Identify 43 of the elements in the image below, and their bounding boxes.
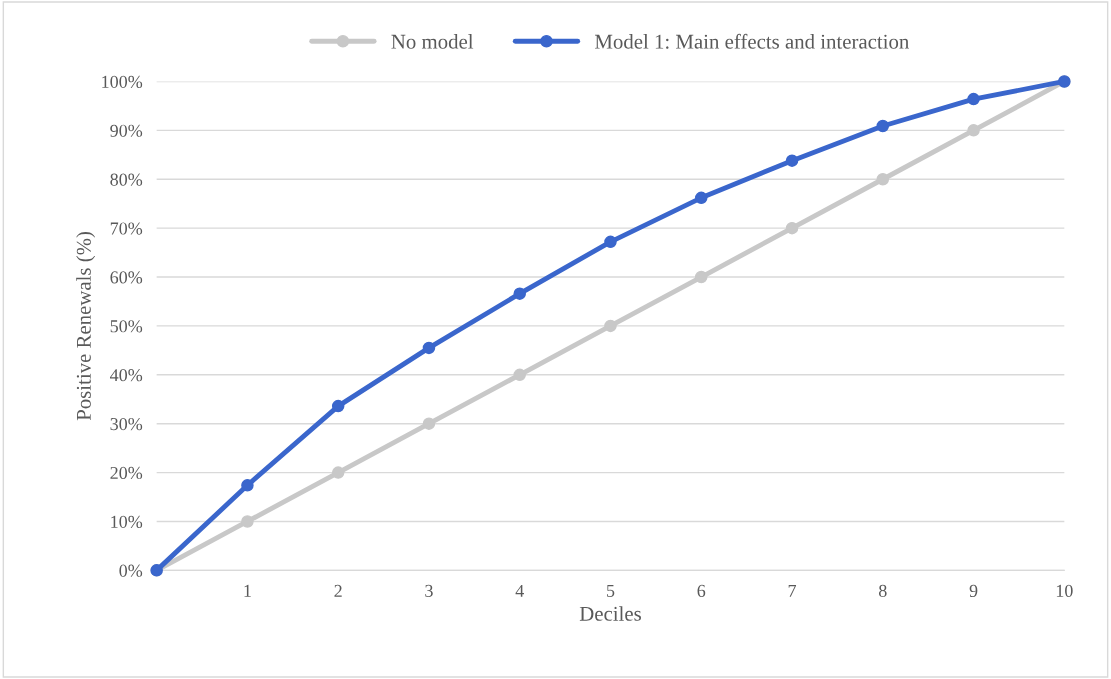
point bbox=[241, 479, 254, 492]
point bbox=[604, 319, 617, 333]
point bbox=[695, 191, 708, 205]
point bbox=[513, 368, 526, 382]
y-tick-label: 90% bbox=[110, 124, 143, 137]
x-tick-label: 8 bbox=[878, 584, 887, 597]
y-tick-label: 40% bbox=[110, 369, 143, 382]
legend-label: Model 1: Main effects and interaction bbox=[595, 33, 910, 49]
x-tick-label: 3 bbox=[425, 584, 433, 597]
x-tick-label: 5 bbox=[607, 584, 615, 597]
x-tick-label: 1 bbox=[244, 584, 251, 597]
point bbox=[241, 515, 254, 528]
x-tick-label: 4 bbox=[515, 584, 524, 597]
y-axis-title: Positive Renewals (%) bbox=[76, 231, 96, 421]
point bbox=[331, 399, 345, 413]
legend-label: No model bbox=[391, 34, 474, 49]
point bbox=[604, 235, 617, 249]
y-tick-label: 0% bbox=[119, 564, 143, 577]
point bbox=[695, 270, 708, 284]
x-tick-label: 2 bbox=[334, 584, 342, 597]
y-tick-label: 20% bbox=[110, 466, 143, 480]
point bbox=[513, 287, 526, 300]
point bbox=[422, 341, 436, 355]
point bbox=[876, 173, 890, 186]
point bbox=[967, 124, 980, 137]
point bbox=[876, 119, 890, 133]
point bbox=[785, 221, 799, 235]
x-axis-title: Deciles bbox=[579, 606, 641, 621]
y-tick-label: 70% bbox=[110, 222, 143, 235]
y-tick-label: 80% bbox=[110, 173, 143, 186]
x-tick-label: 7 bbox=[788, 584, 797, 597]
point bbox=[785, 154, 799, 167]
point bbox=[422, 417, 436, 430]
x-tick-label: 9 bbox=[969, 584, 978, 597]
x-tick-label: 10 bbox=[1056, 584, 1073, 597]
x-tick-label: 6 bbox=[697, 584, 706, 597]
y-tick-label: 60% bbox=[110, 271, 143, 284]
y-tick-label: 100% bbox=[102, 75, 143, 88]
y-tick-label: 50% bbox=[110, 320, 143, 333]
point bbox=[967, 92, 980, 106]
y-tick-label: 30% bbox=[110, 417, 143, 431]
point bbox=[331, 466, 345, 479]
y-tick-label: 10% bbox=[111, 515, 143, 528]
